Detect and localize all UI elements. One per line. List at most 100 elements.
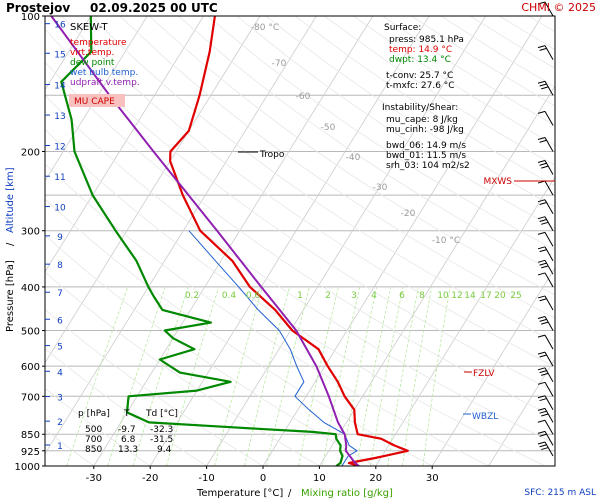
isotherm-label: -50: [321, 123, 336, 133]
profile-line: [188, 230, 358, 466]
pressure-tick-label: 200: [21, 147, 40, 158]
instability-srh03: srh_03: 104 m2/s2: [386, 161, 470, 171]
x-axis-title: Temperature [°C]: [196, 488, 283, 499]
mixing-ratio-line: [66, 286, 129, 466]
altitude-tick-label: 12: [54, 143, 65, 153]
wind-barb-staff: [544, 295, 554, 311]
wind-barb-flag: [539, 139, 547, 143]
mixing-ratio-label: 25: [510, 291, 521, 301]
dry-adiabat: [119, 16, 555, 319]
dry-adiabat: [45, 271, 320, 466]
isotherm-label: -20: [401, 209, 416, 219]
mxws-label: MXWS: [483, 177, 512, 187]
mixing-ratio-label: 20: [494, 291, 506, 301]
wind-barb: [537, 231, 554, 247]
mixing-ratio-line: [244, 286, 290, 466]
wind-barb-flag: [539, 202, 547, 205]
altitude-tick-label: 13: [54, 112, 65, 122]
mixing-ratio-label: 0.4: [222, 291, 237, 301]
mixing-ratio-label: 10: [437, 291, 449, 301]
wind-barb: [537, 419, 554, 435]
altitude-tick-label: 10: [54, 203, 66, 213]
wind-barb-flag: [539, 354, 547, 358]
profile-line: [169, 16, 409, 466]
dry-adiabat: [61, 16, 555, 368]
wind-barb-flag: [537, 259, 546, 263]
altitude-tick-label: 4: [57, 368, 63, 378]
wind-barb-flag: [541, 321, 549, 325]
isotherm: [319, 85, 555, 466]
wbzl-label: WBZL: [472, 412, 498, 422]
wind-barb-staff: [544, 111, 554, 126]
dry-adiabat: [45, 163, 489, 466]
table-cell: 500: [85, 425, 102, 435]
wind-barb-flag: [539, 298, 547, 302]
x-tick-label: 20: [369, 473, 382, 484]
table-header-p: p [hPa]: [78, 409, 110, 419]
wind-barb-flag: [537, 246, 546, 250]
surface-dwpt: dwpt: 13.4 °C: [389, 55, 451, 65]
mixing-ratio-line: [107, 286, 166, 466]
mixing-ratio-label: 8: [419, 291, 425, 301]
wind-barb-flag: [541, 372, 549, 376]
wind-barb-flag: [537, 295, 546, 299]
grid-lines: [45, 16, 555, 466]
altitude-tick-label: 16: [54, 21, 66, 31]
wind-barb-flag: [537, 419, 546, 423]
wind-barb: [537, 259, 554, 275]
wind-barb-flag: [537, 441, 546, 445]
wind-barb: [537, 110, 554, 126]
legend-item-temperature: temperature: [70, 38, 127, 48]
mixing-ratio-line: [402, 286, 433, 466]
mixing-ratio-line: [298, 286, 339, 466]
mixing-ratio-line: [356, 286, 392, 466]
isotherm: [45, 16, 261, 364]
altitude-tick-label: 14: [54, 82, 66, 92]
altitude-tick-label: 8: [57, 261, 63, 271]
wind-barb-flag: [539, 83, 547, 87]
legend-item-virt-temp: virt.temp.: [70, 48, 114, 58]
mixing-ratio-line: [214, 286, 263, 466]
profile-line: [60, 16, 344, 466]
wind-barbs: [537, 1, 554, 457]
header-datetime: 02.09.2025 00 UTC: [90, 1, 218, 15]
mixing-ratio-label: 3: [351, 291, 357, 301]
wind-barb-flag: [537, 407, 546, 411]
isotherm-label: -80 °C: [251, 23, 279, 33]
wind-barb-staff: [544, 216, 554, 231]
isotherm-label: -40: [346, 153, 361, 163]
wind-barb-staff: [544, 367, 554, 383]
pressure-tick-label: 925: [21, 447, 40, 458]
mu-cape-badge-label: MU CAPE: [74, 97, 115, 107]
wind-barb-staff: [544, 45, 554, 60]
wind-barb-staff: [544, 395, 554, 411]
wind-barb: [537, 80, 554, 96]
isotherm: [93, 16, 374, 466]
pressure-tick-label: 600: [21, 362, 40, 373]
wind-barb-flag: [539, 433, 547, 437]
x-tick-label: 0: [260, 473, 266, 484]
header-station: Prostejov: [6, 1, 70, 15]
pressure-tick-label: 400: [21, 283, 40, 294]
instability-title: Instability/Shear:: [382, 103, 458, 113]
y-axis-title-group: Pressure [hPa] / Altitude [km]: [5, 167, 16, 332]
dry-adiabat: [45, 387, 151, 466]
wind-barb: [537, 1, 554, 17]
x-axis-title-mixing: Mixing ratio [g/kg]: [301, 488, 393, 499]
pressure-tick-label: 700: [21, 392, 40, 403]
wind-barb-flag: [539, 398, 547, 402]
mixing-ratio-line: [166, 286, 220, 466]
wind-barb-flag: [541, 265, 549, 269]
mixing-ratio-line: [340, 286, 378, 466]
altitude-tick-label: 9: [57, 233, 63, 243]
wind-barb-staff: [544, 246, 554, 262]
isotherm-label: -30: [373, 183, 388, 193]
wind-barb: [537, 381, 554, 397]
dry-adiabat: [265, 16, 555, 208]
x-tick-label: -30: [86, 473, 102, 484]
x-tick-label: 30: [426, 473, 439, 484]
table-header-td: Td [°C]: [145, 409, 178, 419]
wind-barb-staff: [544, 160, 554, 175]
wind-barb: [537, 246, 554, 262]
